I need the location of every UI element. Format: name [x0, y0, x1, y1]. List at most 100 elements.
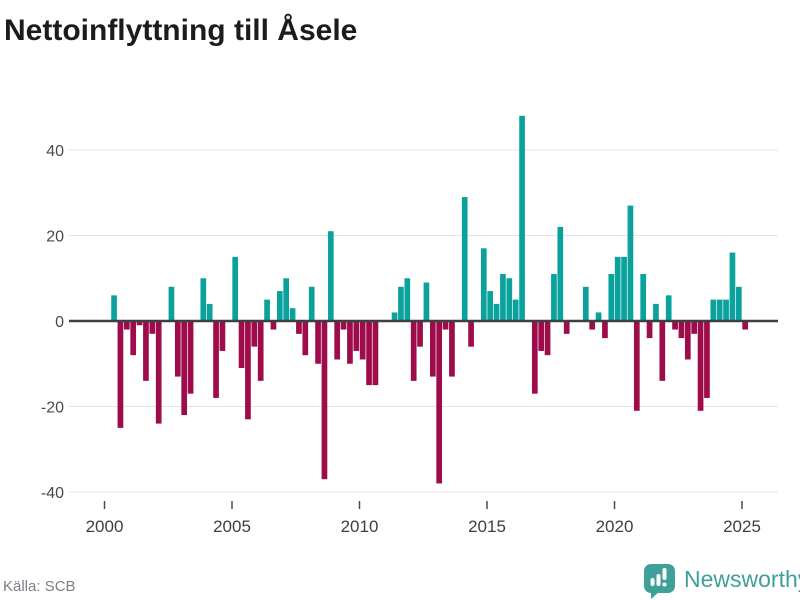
bar-2010Q3: [372, 321, 379, 386]
bar-2021Q1: [640, 273, 647, 322]
bar-2017Q4: [557, 226, 564, 321]
y-axis-tick-labels: 40 20 0 -20 -40: [41, 143, 64, 502]
bar-2001Q4: [149, 321, 156, 334]
bar-2023Q1: [691, 321, 698, 334]
bar-2012Q3: [423, 282, 430, 321]
bar-series: [111, 115, 749, 484]
bar-2001Q1: [130, 321, 137, 356]
bar-2014Q4: [480, 248, 487, 321]
bar-2021Q2: [646, 321, 653, 339]
bar-2009Q4: [353, 321, 360, 351]
bar-2009Q1: [334, 321, 341, 360]
bar-2012Q1: [410, 321, 417, 381]
bar-2022Q4: [684, 321, 691, 360]
bar-2023Q4: [710, 299, 717, 322]
bar-2005Q4: [251, 321, 258, 347]
y-tick-label-0: 0: [55, 314, 64, 331]
bar-2017Q1: [538, 321, 545, 351]
bar-2014Q1: [461, 197, 468, 321]
bar-2003Q4: [200, 278, 207, 321]
x-tick-label-2010: 2010: [341, 517, 379, 536]
bar-2017Q2: [544, 321, 551, 356]
bar-2002Q3: [168, 286, 175, 321]
bar-2000Q2: [111, 295, 117, 321]
bar-2023Q2: [697, 321, 704, 411]
bar-2010Q1: [359, 321, 366, 360]
bar-2007Q2: [289, 308, 296, 322]
bar-2008Q1: [308, 286, 315, 321]
bar-2025Q1: [742, 321, 749, 330]
bar-2004Q3: [219, 321, 226, 351]
bar-2018Q4: [582, 286, 589, 321]
bar-2016Q4: [531, 321, 538, 394]
y-tick-label-40: 40: [46, 143, 64, 160]
bar-2015Q2: [493, 303, 500, 321]
bar-2004Q2: [213, 321, 219, 398]
bar-2001Q2: [136, 321, 143, 326]
bar-2005Q2: [238, 321, 245, 369]
x-tick-label-2015: 2015: [468, 517, 506, 536]
bar-2015Q1: [487, 291, 494, 321]
bar-2019Q2: [595, 312, 602, 321]
bar-2006Q2: [264, 299, 270, 322]
bar-2020Q3: [627, 205, 634, 321]
bar-2022Q1: [665, 295, 672, 321]
bar-2016Q2: [519, 115, 525, 321]
bar-2005Q1: [232, 256, 239, 322]
bar-2020Q4: [633, 321, 640, 411]
bar-2008Q3: [321, 321, 328, 480]
bar-2023Q3: [704, 321, 710, 398]
bar-2015Q4: [506, 278, 513, 321]
bar-2006Q1: [257, 321, 264, 381]
bar-2019Q4: [608, 273, 615, 322]
bar-2024Q4: [735, 286, 742, 321]
bar-2003Q1: [181, 321, 188, 416]
newsworthy-logo[interactable]: Newsworthy: [644, 564, 800, 599]
bar-2020Q1: [614, 256, 621, 322]
bar-2012Q4: [429, 321, 436, 377]
bar-2006Q3: [270, 321, 277, 330]
bar-2022Q3: [678, 321, 685, 339]
bar-2009Q2: [340, 321, 347, 330]
bar-2007Q1: [283, 278, 290, 321]
bar-2010Q2: [366, 321, 372, 386]
bar-2006Q4: [276, 291, 283, 321]
bar-2020Q2: [621, 256, 627, 322]
bar-2003Q2: [187, 321, 194, 394]
bar-2011Q4: [404, 278, 411, 321]
newsworthy-logo-text: Newsworthy: [684, 566, 800, 592]
x-axis-ticks: [103, 501, 743, 509]
bar-2011Q2: [391, 312, 398, 321]
bar-2007Q3: [296, 321, 302, 334]
bar-2024Q1: [716, 299, 723, 322]
x-tick-label-2005: 2005: [213, 517, 251, 536]
bar-2016Q1: [512, 299, 519, 322]
bar-2000Q4: [123, 321, 130, 330]
bar-2015Q3: [500, 273, 506, 322]
bar-2019Q1: [589, 321, 596, 330]
horizontal-gridlines: [69, 149, 778, 493]
x-axis-tick-labels: 2000 2005 2010 2015 2020 2025: [86, 517, 761, 536]
y-tick-label--40: -40: [41, 485, 64, 502]
bar-2017Q3: [551, 273, 557, 322]
bar-2024Q2: [723, 299, 729, 322]
bar-2002Q4: [174, 321, 181, 377]
bar-2005Q3: [245, 321, 251, 420]
bar-2012Q2: [417, 321, 423, 347]
bar-2001Q3: [143, 321, 149, 381]
bar-2013Q3: [449, 321, 455, 377]
bar-2019Q3: [602, 321, 608, 339]
bar-2002Q1: [155, 321, 162, 424]
bar-2021Q4: [659, 321, 666, 381]
source-attribution: Källa: SCB: [3, 578, 76, 595]
bar-2024Q3: [729, 252, 736, 321]
bar-2013Q1: [436, 321, 443, 484]
x-tick-label-2000: 2000: [86, 517, 124, 536]
bar-2000Q3: [117, 321, 124, 428]
x-tick-label-2020: 2020: [596, 517, 634, 536]
newsworthy-logo-icon: [644, 564, 675, 599]
y-tick-label--20: -20: [41, 400, 64, 417]
page-title: Nettoinflyttning till Åsele: [4, 14, 357, 47]
